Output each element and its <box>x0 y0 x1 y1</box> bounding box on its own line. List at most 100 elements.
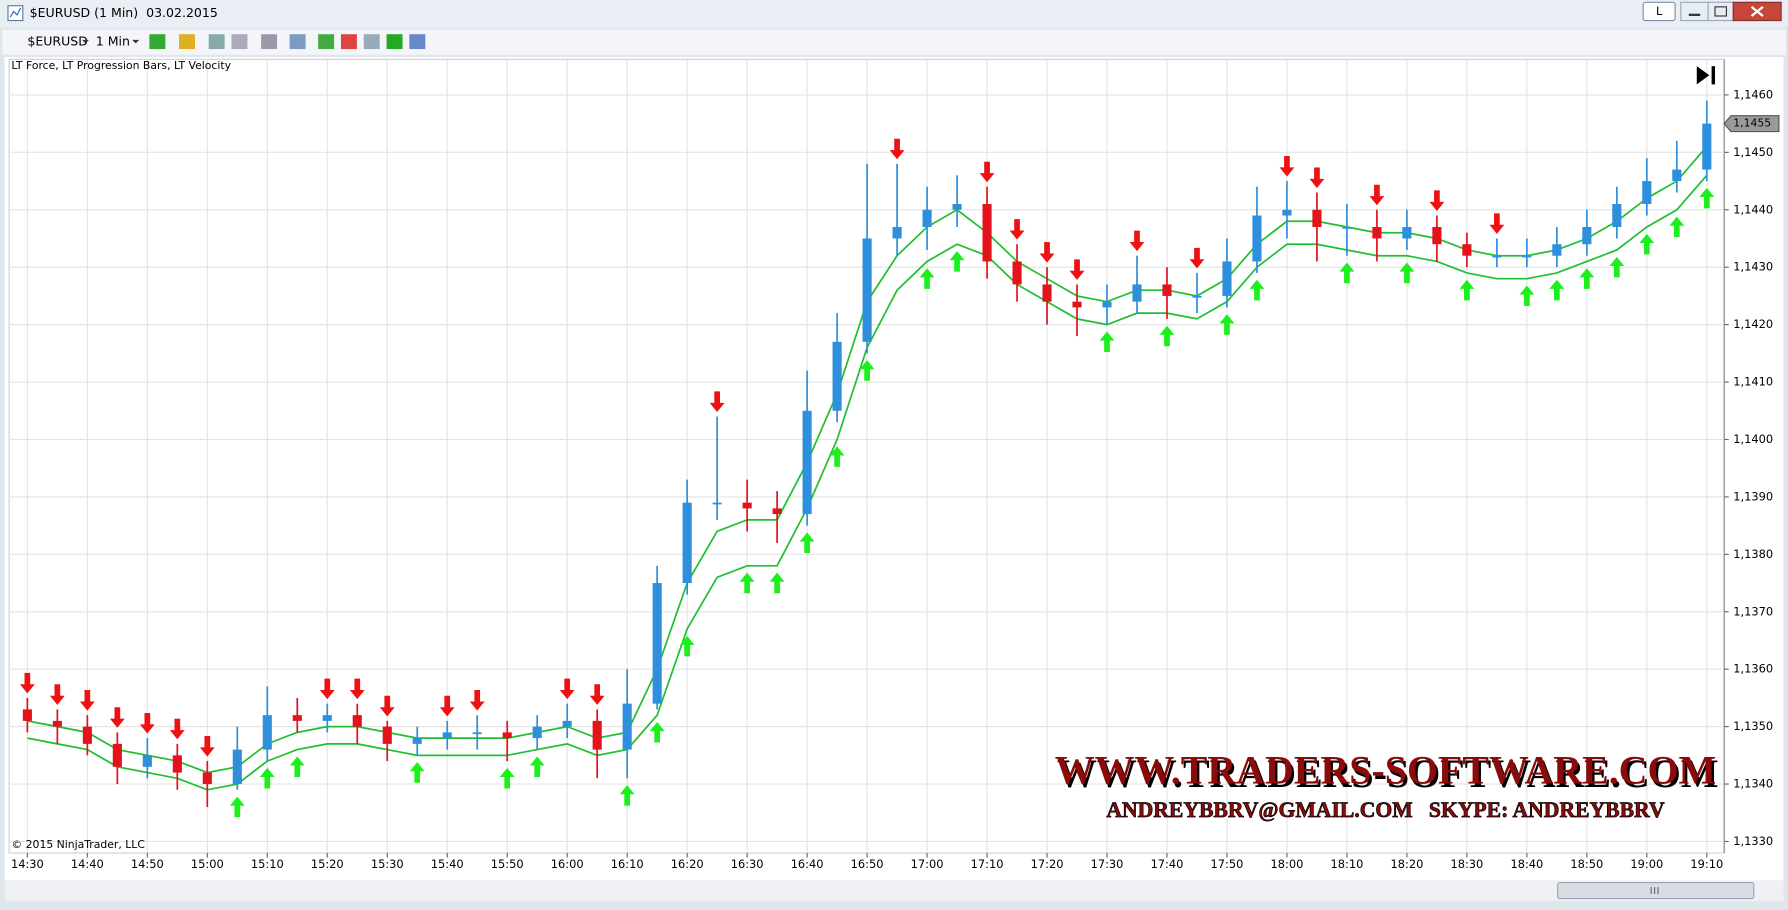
cursor-button[interactable] <box>261 34 278 50</box>
layout-button[interactable] <box>1642 1 1676 22</box>
maximize-icon <box>1714 6 1727 17</box>
panel-button[interactable] <box>409 34 426 50</box>
up-arrow <box>799 532 815 553</box>
down-arrow <box>49 684 65 705</box>
zoom-button[interactable] <box>208 34 225 50</box>
drawing-tool-button[interactable] <box>179 34 195 50</box>
scroll-end-icon[interactable] <box>1696 66 1710 85</box>
candle-body <box>832 341 842 411</box>
candle-body <box>1432 227 1442 245</box>
candle-body <box>232 749 242 785</box>
up-arrow <box>829 446 845 467</box>
candle-body <box>982 204 992 262</box>
title-bar <box>0 0 1788 28</box>
y-tick-label: 1,1370 <box>1733 604 1773 618</box>
down-arrow <box>589 684 605 705</box>
up-arrow <box>679 635 695 657</box>
candle-body <box>1102 301 1112 308</box>
y-tick-label: 1,1390 <box>1733 489 1773 503</box>
candle-body <box>1312 209 1322 228</box>
toolbar-icons <box>149 34 426 50</box>
x-tick-label: 18:30 <box>1450 857 1483 871</box>
interval-selector[interactable]: 1 Min <box>96 34 130 49</box>
indicator-button[interactable] <box>340 34 357 50</box>
minimize-button[interactable] <box>1680 1 1709 22</box>
snap-button[interactable] <box>231 34 248 50</box>
candle-body <box>52 720 62 727</box>
x-tick-label: 17:30 <box>1091 857 1124 871</box>
indicator-label: LT Force, LT Progression Bars, LT Veloci… <box>11 59 231 72</box>
properties-button[interactable] <box>363 34 380 50</box>
down-arrow <box>709 391 725 412</box>
down-arrow <box>19 672 35 694</box>
candle-body <box>172 755 182 773</box>
candle-body <box>1672 169 1682 182</box>
up-arrow <box>1099 331 1115 352</box>
down-arrow <box>1009 219 1025 240</box>
up-arrow <box>1669 216 1685 238</box>
scroll-end-button[interactable] <box>1696 66 1716 85</box>
candle-body <box>682 502 692 584</box>
candle-body <box>1402 227 1412 239</box>
up-arrow <box>289 756 305 777</box>
candle-body <box>1162 284 1172 296</box>
layout-button-label[interactable]: L <box>1656 4 1663 18</box>
scrollbar-thumb[interactable] <box>1557 882 1755 900</box>
scrollbar[interactable] <box>4 880 1784 901</box>
candle-body <box>292 715 302 721</box>
dropdown-icon <box>82 39 89 44</box>
candle-body <box>1492 255 1502 258</box>
up-arrow <box>409 762 425 783</box>
x-tick-label: 18:10 <box>1331 857 1364 871</box>
down-arrow <box>979 161 995 183</box>
down-arrow <box>169 718 185 740</box>
candle-body <box>592 720 602 750</box>
up-arrow <box>1339 262 1355 284</box>
candle-body <box>322 715 332 721</box>
x-tick-label: 15:30 <box>371 857 404 871</box>
candle-body <box>1252 215 1262 262</box>
x-tick-label: 17:00 <box>911 857 944 871</box>
up-arrow <box>769 572 785 594</box>
y-tick-label: 1,1380 <box>1733 547 1773 561</box>
strategy-button[interactable] <box>318 34 335 50</box>
x-tick-label: 18:20 <box>1390 857 1423 871</box>
candle-body <box>862 238 872 342</box>
up-arrow <box>1399 262 1415 284</box>
instrument-selector[interactable]: $EURUSD <box>27 34 88 49</box>
down-arrow <box>1429 190 1445 211</box>
down-arrow <box>379 695 395 717</box>
scroll-end-icon[interactable] <box>1711 66 1716 85</box>
dropdown-icon <box>132 39 140 44</box>
candle-body <box>802 410 812 515</box>
candle-body <box>1552 244 1562 256</box>
candle-body <box>472 732 482 735</box>
bar-type-button[interactable] <box>149 34 166 50</box>
up-arrow <box>229 796 245 818</box>
search-button[interactable] <box>289 34 306 50</box>
order-button[interactable] <box>386 34 403 50</box>
up-arrow <box>1249 279 1265 301</box>
candle-body <box>1642 181 1652 205</box>
up-arrow <box>1519 285 1535 307</box>
candle-body <box>952 204 962 210</box>
up-arrow <box>1159 325 1175 347</box>
y-tick-label: 1,1330 <box>1733 834 1773 848</box>
window-title: $EURUSD (1 Min) 03.02.2015 <box>30 5 218 20</box>
up-arrow <box>949 251 965 272</box>
x-tick-label: 15:10 <box>251 857 284 871</box>
x-tick-label: 17:10 <box>971 857 1004 871</box>
maximize-button[interactable] <box>1707 1 1734 22</box>
candle-body <box>1012 261 1022 285</box>
x-tick-label: 18:00 <box>1271 857 1304 871</box>
watermark: WWW.TRADERS-SOFTWARE.COM <box>1055 747 1717 792</box>
candle-body <box>712 502 722 505</box>
up-arrow <box>1219 314 1235 335</box>
y-tick-label: 1,1340 <box>1733 777 1773 791</box>
candle-body <box>652 583 662 704</box>
up-arrow <box>1579 268 1595 289</box>
up-arrow <box>739 572 755 594</box>
down-arrow <box>1369 184 1385 206</box>
